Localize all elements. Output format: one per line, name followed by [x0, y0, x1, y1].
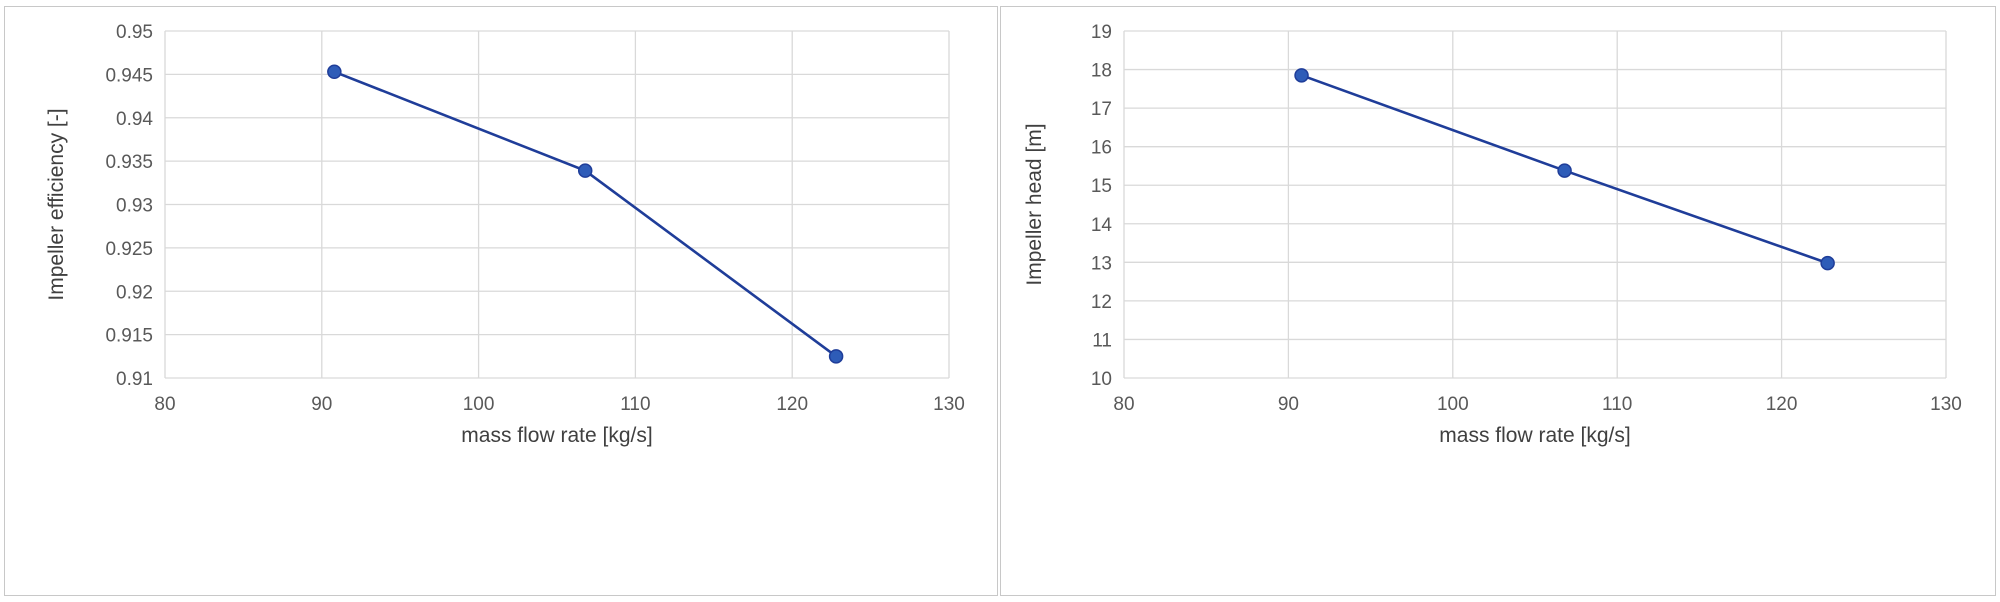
- y-tick-label: 12: [1091, 292, 1112, 313]
- x-axis-title: mass flow rate [kg/s]: [1439, 424, 1630, 447]
- chart-panel-efficiency: 0.91 0.915 0.92 0.925 0.93 0.935 0.94 0.945 0.95…: [4, 6, 998, 596]
- x-tick-label: 110: [1602, 394, 1632, 415]
- chart-panel-head: 10 11 12 13 14 15 16 17 18 19 80 90 100 110 120 130 mass…: [1000, 6, 1996, 596]
- data-point: [828, 349, 844, 364]
- x-tick-label: 100: [1437, 394, 1469, 415]
- x-tick-label: 120: [776, 394, 808, 415]
- y-tick-label: 10: [1091, 369, 1112, 390]
- x-tick-label: 100: [463, 394, 495, 415]
- data-point: [1557, 163, 1572, 178]
- y-tick-label: 13: [1091, 253, 1112, 274]
- y-tick-label: 0.91: [116, 369, 153, 390]
- x-axis-title: mass flow rate [kg/s]: [461, 424, 652, 447]
- y-tick-label: 16: [1091, 138, 1112, 159]
- x-tick-label: 90: [1278, 394, 1299, 415]
- y-axis-title: Impeller head [m]: [1023, 123, 1046, 285]
- series-line: [333, 70, 837, 358]
- data-point: [1294, 68, 1309, 83]
- x-tick-label: 130: [1930, 394, 1962, 415]
- y-tick-label: 0.94: [116, 109, 153, 130]
- y-tick-label: 0.93: [116, 196, 153, 217]
- head-chart: 10 11 12 13 14 15 16 17 18 19 80 90 100 110 120 130 mass…: [1023, 22, 1962, 447]
- x-tick-label: 90: [311, 394, 332, 415]
- x-tick-label: 110: [620, 394, 650, 415]
- x-tick-label: 120: [1766, 394, 1798, 415]
- y-tick-label: 0.935: [105, 152, 153, 173]
- y-tick-label: 11: [1092, 330, 1112, 351]
- data-point: [327, 64, 342, 80]
- y-tick-label: 14: [1091, 215, 1113, 236]
- y-tick-label: 19: [1091, 22, 1112, 43]
- data-point: [1820, 255, 1835, 271]
- x-tick-label: 130: [933, 394, 965, 415]
- y-tick-label: 0.925: [105, 239, 153, 260]
- efficiency-chart: 0.91 0.915 0.92 0.925 0.93 0.935 0.94 0.945 0.95…: [45, 22, 965, 447]
- y-tick-label: 0.915: [105, 326, 153, 347]
- y-tick-label: 0.95: [116, 22, 153, 43]
- y-tick-label: 0.945: [105, 65, 153, 86]
- y-tick-label: 15: [1091, 176, 1112, 197]
- y-axis-title: Impeller efficiency [-]: [45, 108, 68, 300]
- x-tick-label: 80: [154, 394, 175, 415]
- x-tick-label: 80: [1113, 394, 1134, 415]
- y-tick-label: 18: [1091, 61, 1112, 82]
- y-tick-label: 0.92: [116, 282, 153, 303]
- data-point: [577, 163, 593, 178]
- y-tick-label: 17: [1091, 99, 1112, 120]
